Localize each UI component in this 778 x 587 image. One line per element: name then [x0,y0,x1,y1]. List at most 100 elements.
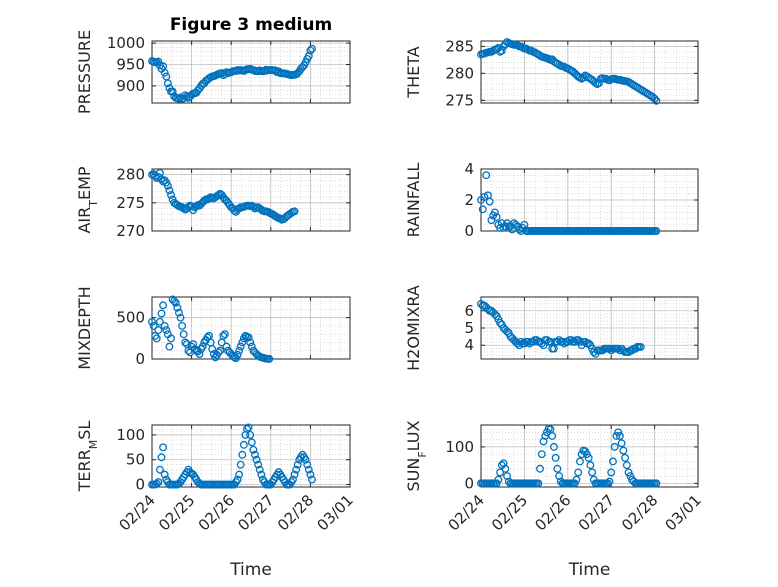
data-point [174,308,183,317]
data-point [549,344,558,353]
data-point [290,470,299,479]
data-point [574,468,583,477]
data-point [308,44,316,53]
y-tick-label: 0 [135,476,145,494]
chart-title: Figure 3 medium [170,15,332,35]
data-point [548,431,557,440]
axes-box [480,424,699,488]
data-point [148,317,156,326]
data-point [622,461,631,470]
data-point [576,457,584,466]
data-point [247,342,256,351]
data-point [496,468,505,477]
data-point [168,87,177,96]
data-point [179,330,188,339]
data-point [584,453,593,462]
data-point [621,453,630,462]
data-point [605,477,614,486]
data-point [624,468,633,477]
series-markers [148,295,274,363]
data-point [254,460,263,469]
y-tick-label: 900 [116,77,145,95]
y-axis-label: H2OMIXRA [404,285,423,371]
data-point [537,450,546,459]
data-point [246,430,255,439]
y-tick-label: 50 [126,451,145,469]
data-point [617,439,626,448]
data-point [492,479,501,488]
axes-box [151,168,351,232]
y-tick-label: 0 [135,350,145,368]
axes-box [480,40,699,104]
data-point [499,459,508,468]
data-point [214,190,223,199]
y-axis-label: SUNFLUX [404,420,429,491]
data-point [485,197,494,206]
data-point [208,345,217,354]
y-axis-label: RAINFALL [404,163,423,238]
data-point [149,321,158,330]
y-tick-label: 0 [464,222,474,240]
data-point [247,438,256,447]
y-tick-label: 280 [116,166,145,184]
x-axis-label: Time [229,560,272,580]
subplot-mixdepth: 0 500 MIXDEPTH [75,286,351,370]
subplot-air-temp: 270 275 280 AIRTEMP [75,166,351,240]
y-tick-label: 280 [445,64,474,82]
data-point [219,331,228,340]
data-point [306,46,315,55]
data-point [233,475,242,484]
data-point [570,479,579,488]
y-tick-label: 2 [464,191,474,209]
data-point [652,227,661,235]
data-point [478,205,487,214]
data-point [582,450,591,459]
data-point [503,472,511,481]
y-axis-label: THETA [404,46,423,98]
y-tick-label: 5 [464,319,474,337]
axes-box [151,296,351,360]
y-axis-label: TERRMSL [75,421,100,493]
data-point [238,450,247,459]
y-tick-label: 285 [445,37,474,55]
data-point [214,348,223,357]
data-point [255,465,264,474]
y-axis-label: MIXDEPTH [75,286,94,369]
data-point [536,464,544,473]
data-point [182,92,191,101]
data-point [235,346,244,355]
data-point [162,326,171,335]
data-point [252,455,261,464]
data-point [174,94,183,103]
data-point [539,437,548,446]
data-point [235,470,244,479]
data-point [558,337,567,346]
y-tick-label: 4 [464,336,474,354]
data-point [615,346,624,355]
y-tick-label: 500 [116,309,145,327]
data-point [236,342,245,351]
data-point [636,342,645,351]
data-point [496,223,505,232]
data-point [619,446,628,455]
data-point [170,297,179,306]
data-point [159,301,168,310]
data-point [251,450,259,459]
data-point [555,472,564,481]
series-markers [477,299,645,358]
data-point [652,479,661,488]
data-point [289,475,297,484]
data-point [304,52,313,60]
data-point [179,204,188,213]
data-point [586,461,595,470]
data-point [572,475,581,484]
data-point [160,68,169,77]
data-point [176,313,185,322]
data-point [497,46,506,55]
data-point [154,326,163,335]
data-point [293,460,302,469]
data-point [222,342,231,351]
subplot-theta: 275 280 285 THETA [404,37,699,109]
data-point [549,442,558,451]
